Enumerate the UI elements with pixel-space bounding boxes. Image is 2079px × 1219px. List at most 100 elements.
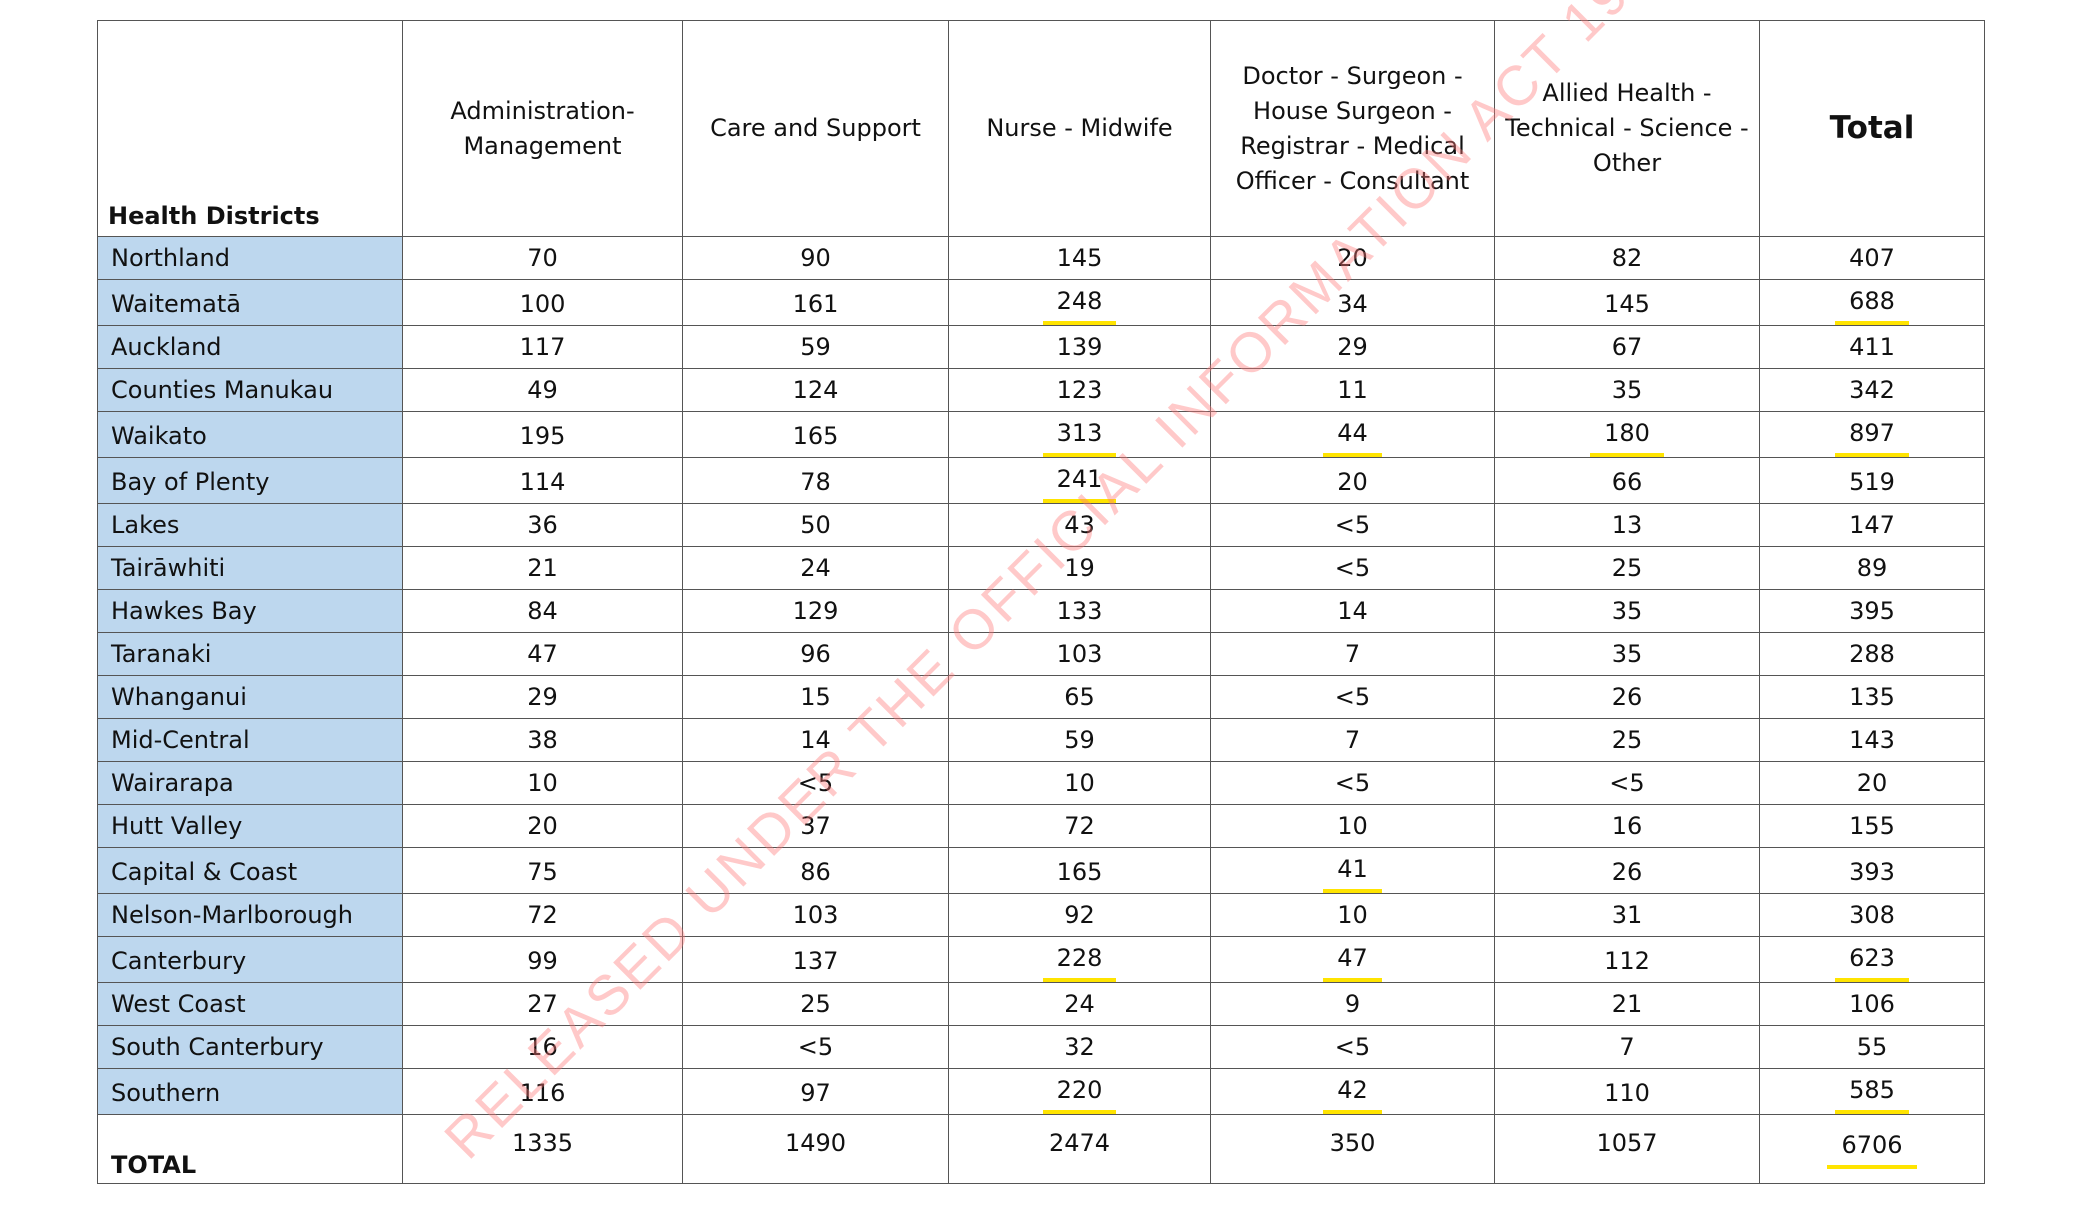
highlighted-value: 313: [1042, 413, 1117, 457]
table-cell: 114: [402, 457, 683, 504]
table-row: Northland 70 90 145 20 82 407: [97, 236, 1985, 280]
table-cell: 16: [1494, 804, 1760, 848]
table-cell: 1335: [402, 1114, 683, 1184]
table-row: Canterbury 99 137 228 47 112 623: [97, 936, 1985, 983]
table-cell: 21: [402, 546, 683, 590]
table-cell: 15: [682, 675, 949, 719]
table-cell: 11: [1210, 368, 1495, 412]
table-cell: 688: [1759, 279, 1985, 326]
district-table: Health Districts Administration-Managemen…: [97, 20, 1985, 1184]
table-row: Waitematā 100 161 248 34 145 688: [97, 279, 1985, 326]
table-cell: 407: [1759, 236, 1985, 280]
table-cell: 90: [682, 236, 949, 280]
highlighted-value: 688: [1835, 281, 1909, 325]
table-cell: 10: [1210, 804, 1495, 848]
table-cell: Mid-Central: [97, 718, 403, 762]
table-cell: 26: [1494, 847, 1760, 894]
table-cell: Whanganui: [97, 675, 403, 719]
table-cell: Southern: [97, 1068, 403, 1115]
table-cell: 145: [948, 236, 1211, 280]
table-cell: 6706: [1759, 1114, 1985, 1184]
highlighted-value: 47: [1323, 938, 1382, 982]
table-row: Hutt Valley 20 37 72 10 16 155: [97, 804, 1985, 848]
table-cell: 29: [1210, 325, 1495, 369]
table-cell: 10: [948, 761, 1211, 805]
table-cell: 99: [402, 936, 683, 983]
table-cell: 585: [1759, 1068, 1985, 1115]
table-cell: 24: [948, 982, 1211, 1026]
table-row: Counties Manukau 49 124 123 11 35 342: [97, 368, 1985, 412]
table-cell: 42: [1210, 1068, 1495, 1115]
table-cell: Tairāwhiti: [97, 546, 403, 590]
table-cell: 55: [1759, 1025, 1985, 1069]
table-cell: <5: [1210, 546, 1495, 590]
table-row: Mid-Central 38 14 59 7 25 143: [97, 718, 1985, 762]
table-cell: 145: [1494, 279, 1760, 326]
table-cell: Counties Manukau: [97, 368, 403, 412]
table-cell: 50: [682, 503, 949, 547]
table-cell: 72: [948, 804, 1211, 848]
highlighted-value: 623: [1835, 938, 1909, 982]
table-cell: 36: [402, 503, 683, 547]
table-cell: 342: [1759, 368, 1985, 412]
table-cell: 41: [1210, 847, 1495, 894]
table-cell: 84: [402, 589, 683, 633]
table-cell: 7: [1494, 1025, 1760, 1069]
total-row: TOTAL 1335 1490 2474 350 1057 6706: [97, 1114, 1985, 1184]
table-cell: 137: [682, 936, 949, 983]
table-row: Nelson-Marlborough 72 103 92 10 31 308: [97, 893, 1985, 937]
table-cell: 103: [682, 893, 949, 937]
table-cell: 14: [682, 718, 949, 762]
table-cell: 20: [1210, 236, 1495, 280]
table-cell: 165: [682, 411, 949, 458]
column-header: Nurse - Midwife: [948, 20, 1211, 237]
table-cell: 38: [402, 718, 683, 762]
column-header: Administration-Management: [402, 20, 683, 237]
table-cell: 89: [1759, 546, 1985, 590]
highlighted-value: 42: [1323, 1070, 1382, 1114]
table-cell: 129: [682, 589, 949, 633]
column-header: Care and Support: [682, 20, 949, 237]
table-row: Wairarapa 10 <5 10 <5 <5 20: [97, 761, 1985, 805]
table-cell: 27: [402, 982, 683, 1026]
table-cell: 143: [1759, 718, 1985, 762]
table-cell: 103: [948, 632, 1211, 676]
table-cell: 228: [948, 936, 1211, 983]
table-cell: 123: [948, 368, 1211, 412]
table-cell: 16: [402, 1025, 683, 1069]
table-cell: 35: [1494, 368, 1760, 412]
table-cell: 9: [1210, 982, 1495, 1026]
table-cell: <5: [1210, 503, 1495, 547]
column-header: Allied Health - Technical - Science - Ot…: [1494, 20, 1760, 237]
table-cell: 49: [402, 368, 683, 412]
highlighted-value: 585: [1835, 1070, 1909, 1114]
table-cell: 350: [1210, 1114, 1495, 1184]
table-cell: 411: [1759, 325, 1985, 369]
table-cell: 519: [1759, 457, 1985, 504]
table-cell: 14: [1210, 589, 1495, 633]
highlighted-value: 228: [1042, 938, 1117, 982]
table-cell: 112: [1494, 936, 1760, 983]
table-cell: 241: [948, 457, 1211, 504]
table-row: Whanganui 29 15 65 <5 26 135: [97, 675, 1985, 719]
table-cell: Northland: [97, 236, 403, 280]
table-row: Tairāwhiti 21 24 19 <5 25 89: [97, 546, 1985, 590]
table-cell: 7: [1210, 718, 1495, 762]
table-cell: 139: [948, 325, 1211, 369]
table-cell: 110: [1494, 1068, 1760, 1115]
table-cell: 135: [1759, 675, 1985, 719]
table-row: Capital & Coast 75 86 165 41 26 393: [97, 847, 1985, 894]
table-cell: 220: [948, 1068, 1211, 1115]
table-cell: 147: [1759, 503, 1985, 547]
table-cell: Hutt Valley: [97, 804, 403, 848]
table-cell: 34: [1210, 279, 1495, 326]
table-row: South Canterbury 16 <5 32 <5 7 55: [97, 1025, 1985, 1069]
table-cell: 96: [682, 632, 949, 676]
table-cell: West Coast: [97, 982, 403, 1026]
table-cell: 133: [948, 589, 1211, 633]
table-cell: 72: [402, 893, 683, 937]
table-cell: Bay of Plenty: [97, 457, 403, 504]
table-cell: South Canterbury: [97, 1025, 403, 1069]
table-cell: 75: [402, 847, 683, 894]
highlighted-value: 220: [1042, 1070, 1117, 1114]
